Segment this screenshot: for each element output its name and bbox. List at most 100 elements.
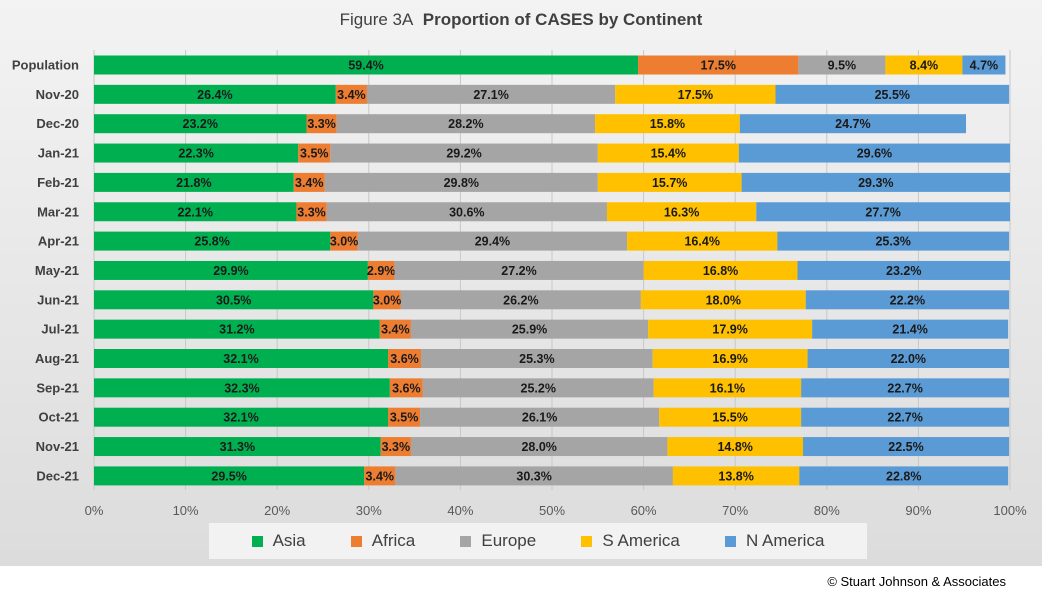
data-label: 3.3% <box>297 205 326 219</box>
data-label: 15.4% <box>651 147 686 161</box>
bar-segment <box>296 202 327 222</box>
bar-segment <box>94 260 368 280</box>
bar-segment <box>379 319 411 339</box>
data-label: 29.6% <box>857 147 892 161</box>
bar-segment <box>421 349 653 368</box>
data-label: 3.5% <box>300 147 329 161</box>
bar-segment <box>367 260 395 280</box>
bar-segment <box>395 466 673 486</box>
bar-segment <box>659 407 802 427</box>
legend-swatch <box>350 535 362 547</box>
legend-item: Africa <box>350 531 415 551</box>
bar-segment <box>653 378 802 398</box>
data-label: 22.1% <box>177 205 212 219</box>
bar-segment <box>801 378 1010 398</box>
bar-segment <box>801 407 1010 427</box>
chart-title: Figure 3A Proportion of CASES by Contine… <box>0 10 1042 30</box>
bar-segment <box>364 466 396 486</box>
category-label: Oct-21 <box>39 410 79 425</box>
bar-segment <box>94 114 307 134</box>
data-label: 32.3% <box>224 381 259 395</box>
data-label: 30.5% <box>216 293 251 307</box>
legend-swatch <box>251 535 263 547</box>
chart-title-prefix: Figure 3A <box>339 10 414 29</box>
bar-segment <box>330 231 358 251</box>
data-label: 3.4% <box>337 88 366 102</box>
data-label: 3.0% <box>330 235 359 249</box>
legend-swatch <box>581 535 593 547</box>
data-label: 3.3% <box>382 440 411 454</box>
data-label: 32.1% <box>223 352 258 366</box>
data-label: 23.2% <box>183 117 218 131</box>
data-label: 16.8% <box>703 264 738 278</box>
bar-segment <box>807 349 1010 368</box>
bar-segment <box>799 466 1009 486</box>
bar-segment <box>648 319 813 339</box>
legend-item: N America <box>724 531 824 551</box>
data-label: 22.2% <box>890 293 925 307</box>
data-label: 31.3% <box>220 440 255 454</box>
data-label: 17.5% <box>701 59 736 73</box>
bar-segment <box>756 202 1010 222</box>
bar-segment <box>410 319 649 339</box>
category-label: Population <box>12 58 79 73</box>
bar-segment <box>615 84 776 104</box>
data-label: 29.2% <box>446 147 481 161</box>
data-label: 25.9% <box>512 323 547 337</box>
bar-segment <box>306 114 337 134</box>
x-tick-label: 70% <box>722 503 748 518</box>
data-label: 16.4% <box>684 235 719 249</box>
bar-segment <box>94 55 639 75</box>
legend-swatch <box>724 535 736 547</box>
data-label: 21.4% <box>892 323 927 337</box>
data-label: 31.2% <box>219 323 254 337</box>
data-label: 25.5% <box>875 88 910 102</box>
legend-swatch <box>460 535 472 547</box>
bar-segment <box>797 260 1010 280</box>
data-label: 3.4% <box>295 176 324 190</box>
x-tick-label: 90% <box>905 503 931 518</box>
bar-segment <box>94 143 299 163</box>
data-label: 29.4% <box>475 235 510 249</box>
data-label: 22.0% <box>891 352 926 366</box>
bar-segment <box>94 231 331 251</box>
category-label: Aug-21 <box>35 351 79 366</box>
data-label: 3.0% <box>373 293 402 307</box>
bar-segment <box>400 290 641 310</box>
bar-segment <box>94 84 336 104</box>
legend-item: S America <box>581 531 680 551</box>
x-tick-label: 20% <box>264 503 290 518</box>
x-tick-label: 60% <box>631 503 657 518</box>
category-label: Jan-21 <box>38 146 79 161</box>
data-label: 29.3% <box>858 176 893 190</box>
data-label: 4.7% <box>970 59 999 73</box>
x-tick-label: 10% <box>173 503 199 518</box>
data-label: 3.4% <box>381 323 410 337</box>
x-tick-label: 80% <box>814 503 840 518</box>
category-label: May-21 <box>35 263 79 278</box>
bar-segment <box>388 349 422 368</box>
bar-segment <box>326 202 607 222</box>
data-label: 22.8% <box>886 469 921 483</box>
bar-segment <box>777 231 1010 251</box>
category-label: Sep-21 <box>36 380 79 395</box>
bar-segment <box>741 172 1010 192</box>
data-label: 30.6% <box>449 205 484 219</box>
bar-segment <box>330 143 598 163</box>
bar-segment <box>373 290 401 310</box>
bar-segment <box>812 319 1009 339</box>
category-label: Feb-21 <box>37 175 79 190</box>
data-label: 22.7% <box>887 381 922 395</box>
bar-segment <box>667 437 803 457</box>
bar-segment <box>336 114 596 134</box>
bar-segment <box>738 143 1010 163</box>
bar-segment <box>640 290 806 310</box>
data-label: 2.9% <box>367 264 396 278</box>
copyright-footer: © Stuart Johnson & Associates <box>827 574 1006 589</box>
legend-label: S America <box>602 531 680 550</box>
data-label: 24.7% <box>835 117 870 131</box>
bar-segment <box>739 114 967 134</box>
data-label: 21.8% <box>176 176 211 190</box>
bar-segment <box>805 290 1010 310</box>
bar-segment <box>94 319 380 339</box>
